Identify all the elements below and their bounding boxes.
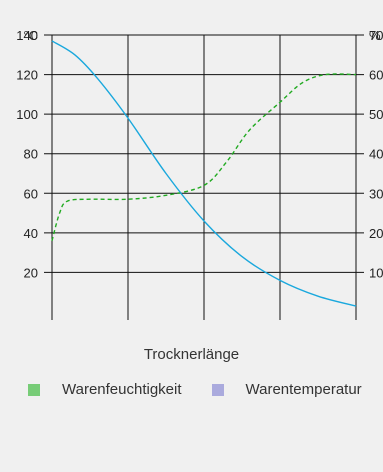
temperature-series-line <box>51 40 357 307</box>
right-tick-label: 10 <box>369 265 383 280</box>
left-tick-label: 60 <box>24 186 38 201</box>
left-tick-label: 40 <box>24 226 38 241</box>
left-unit-label: °C <box>23 28 38 43</box>
legend-swatch-temperature <box>211 383 224 396</box>
legend-item-temperature: Warentemperatur <box>211 381 362 398</box>
left-tick-label: 140 <box>16 28 38 43</box>
right-tick-label: 50 <box>369 107 383 122</box>
left-tick-label: 20 <box>24 265 38 280</box>
legend-label-moisture: Warenfeuchtigkeit <box>62 381 182 398</box>
x-axis-label: Trocknerlänge <box>143 346 240 363</box>
right-tick-label: 30 <box>369 186 383 201</box>
legend-swatch-moisture <box>28 383 40 396</box>
legend-label-temperature: Warentemperatur <box>245 381 362 398</box>
left-tick-label: 100 <box>16 107 38 122</box>
right-tick-label: 40 <box>369 147 383 162</box>
left-tick-label: 120 <box>16 68 38 83</box>
legend: Warenfeuchtigkeit Warentemperatur <box>28 381 362 398</box>
left-tick-label: 80 <box>24 147 38 162</box>
moisture-series-line <box>51 73 357 241</box>
right-tick-label: 20 <box>369 226 383 241</box>
chart-canvas: 140 120 100 80 60 40 20 70 60 50 40 30 20 10 °C% <box>16 28 383 320</box>
right-tick-label: 70 <box>369 28 383 43</box>
right-unit-label: % <box>369 28 381 43</box>
right-tick-label: 60 <box>369 68 383 83</box>
legend-item-moisture: Warenfeuchtigkeit <box>28 381 182 398</box>
